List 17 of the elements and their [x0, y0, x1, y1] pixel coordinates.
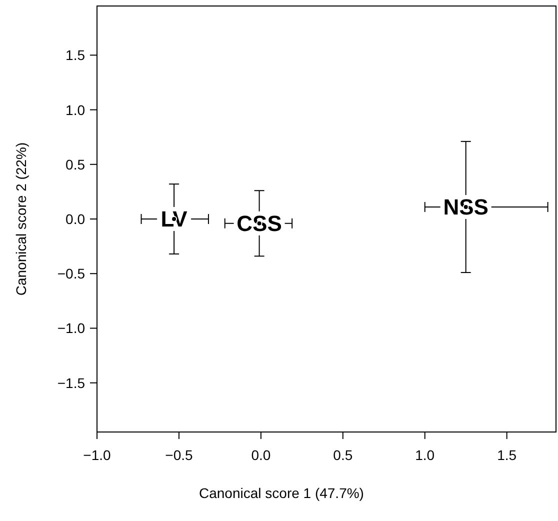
- y-tick-label: −0.5: [57, 266, 86, 282]
- y-tick-label: 0.0: [66, 211, 86, 227]
- y-axis-title: Canonical score 2 (22%): [13, 142, 29, 296]
- series-label: CSS: [236, 210, 282, 236]
- series-label: NSS: [443, 194, 488, 220]
- x-tick-label: −1.0: [83, 447, 112, 463]
- y-tick-label: −1.0: [57, 320, 86, 336]
- x-tick-label: 0.0: [251, 447, 271, 463]
- x-axis-title: Canonical score 1 (47.7%): [199, 485, 364, 501]
- x-tick-label: 1.5: [497, 447, 517, 463]
- y-tick-label: 1.5: [66, 47, 86, 64]
- y-tick-label: 1.0: [66, 102, 86, 118]
- x-tick-label: 0.5: [333, 447, 353, 463]
- y-tick-label: 0.5: [66, 156, 86, 172]
- x-tick-label: −0.5: [165, 447, 193, 463]
- x-tick-label: 1.0: [415, 447, 435, 463]
- y-tick-label: −1.5: [57, 374, 86, 391]
